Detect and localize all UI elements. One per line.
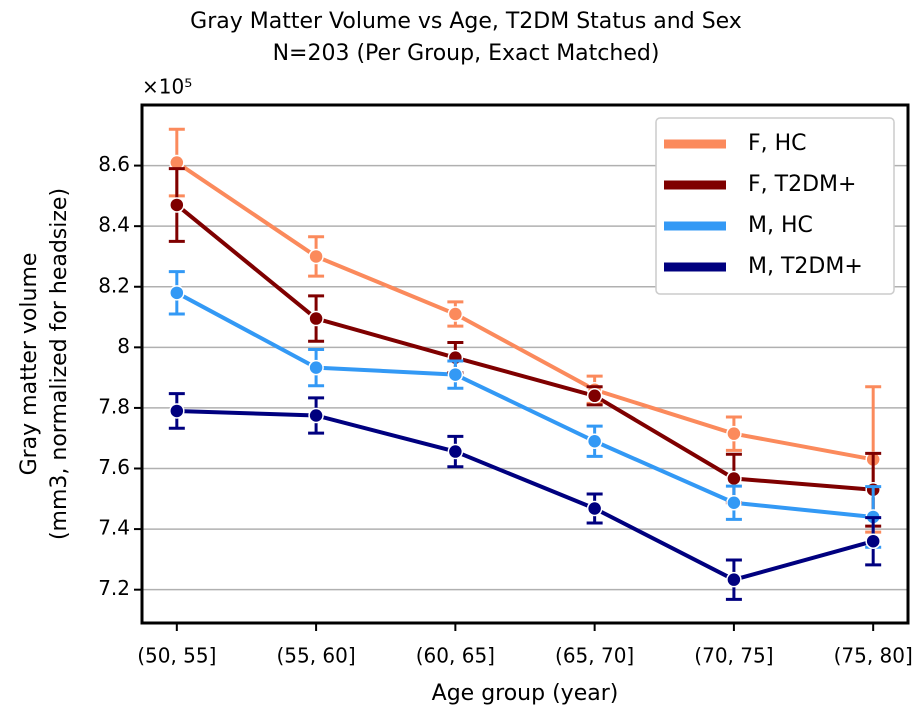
x-tick-label: (60, 65] — [416, 644, 495, 668]
point — [308, 407, 324, 424]
y-tick-label: 8 — [117, 334, 130, 358]
point — [726, 425, 742, 442]
y-tick-label: 7.6 — [98, 455, 130, 479]
chart-subtitle: N=203 (Per Group, Exact Matched) — [273, 41, 660, 66]
series-line — [176, 408, 874, 582]
y-tick-label: 7.2 — [98, 576, 130, 600]
y-offset-label: ×10⁵ — [142, 75, 192, 99]
x-tick-label: (70, 75] — [694, 644, 773, 668]
y-axis-label: (mm3, normalized for headsize) — [47, 188, 72, 540]
point — [586, 433, 603, 449]
y-tick-label: 7.8 — [98, 394, 130, 418]
x-tick-label: (50, 55] — [137, 644, 216, 668]
y-tick-label: 7.4 — [98, 516, 130, 540]
x-tick-label: (65, 70] — [555, 644, 634, 668]
point — [308, 359, 324, 376]
point — [586, 500, 603, 517]
x-tick-label: (75, 80] — [834, 644, 913, 668]
point — [447, 443, 464, 460]
y-tick-label: 8.4 — [98, 213, 130, 237]
point — [726, 494, 742, 511]
legend-label: M, T2DM+ — [748, 254, 863, 279]
point — [169, 403, 185, 419]
point — [308, 310, 324, 327]
point — [447, 306, 464, 322]
series-line — [175, 291, 874, 519]
point — [308, 248, 324, 265]
point — [447, 366, 464, 383]
point — [169, 197, 185, 213]
chart-title: Gray Matter Volume vs Age, T2DM Status a… — [190, 9, 742, 34]
point — [726, 571, 742, 588]
legend-label: M, HC — [748, 213, 813, 238]
point — [726, 470, 742, 487]
series-line — [175, 203, 874, 492]
legend-box — [655, 117, 895, 295]
legend-label: F, T2DM+ — [748, 172, 856, 197]
plot-frame — [140, 103, 910, 625]
series-line — [175, 160, 874, 462]
point — [865, 533, 881, 549]
y-axis-label: Gray matter volume — [17, 253, 42, 476]
x-tick-label: (55, 60] — [276, 644, 355, 668]
point — [586, 388, 603, 404]
point — [169, 285, 185, 301]
legend-label: F, HC — [748, 131, 807, 156]
x-axis-label: Age group (year) — [432, 681, 619, 706]
y-tick-label: 8.6 — [98, 152, 130, 176]
y-tick-label: 8.2 — [98, 273, 130, 297]
